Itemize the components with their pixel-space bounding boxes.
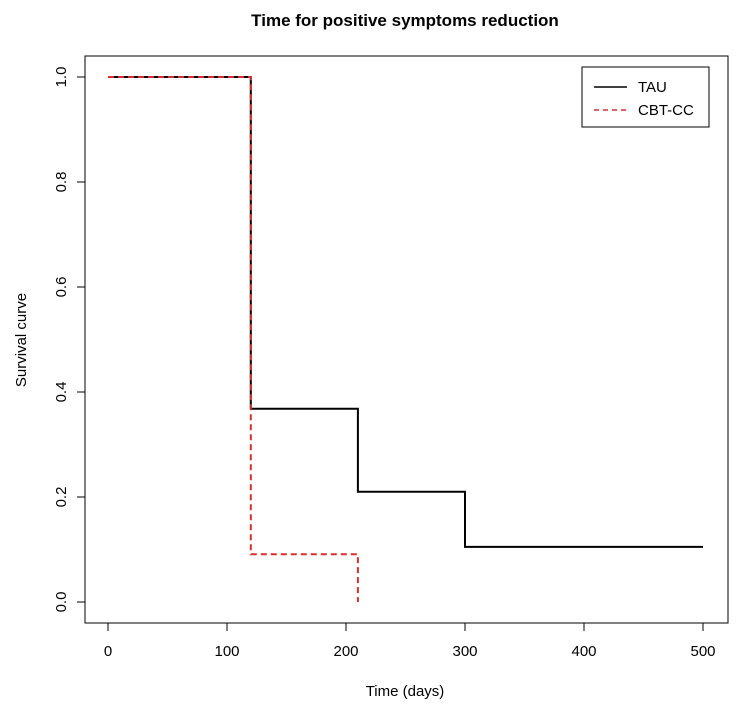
series-line-tau (108, 76, 703, 548)
x-axis-label: Time (days) (366, 683, 445, 700)
legend-label-tau: TAU (638, 79, 667, 96)
y-axis: 0.0 0.2 0.4 0.6 0.8 1.0 (53, 67, 86, 613)
y-tick-label: 0.2 (53, 487, 70, 508)
x-tick-label: 200 (333, 643, 358, 660)
x-axis: 0 100 200 300 400 500 (104, 622, 716, 660)
x-tick-label: 300 (452, 643, 477, 660)
x-tick-label: 0 (104, 643, 112, 660)
y-tick-label: 1.0 (53, 67, 70, 88)
y-tick-label: 0.0 (53, 592, 70, 613)
legend-label-cbt-cc: CBT-CC (638, 102, 694, 119)
series-line-cbt-cc (108, 76, 359, 602)
y-tick-label: 0.8 (53, 172, 70, 193)
x-tick-label: 500 (690, 643, 715, 660)
legend: TAU CBT-CC (581, 66, 710, 128)
y-axis-label: Survival curve (13, 293, 30, 387)
x-tick-label: 100 (214, 643, 239, 660)
series-layer (108, 76, 703, 602)
x-tick-label: 400 (571, 643, 596, 660)
y-tick-label: 0.4 (53, 382, 70, 403)
legend-box (581, 66, 710, 128)
y-tick-label: 0.6 (53, 277, 70, 298)
chart-title: Time for positive symptoms reduction (251, 11, 559, 30)
plot-frame (84, 55, 729, 624)
